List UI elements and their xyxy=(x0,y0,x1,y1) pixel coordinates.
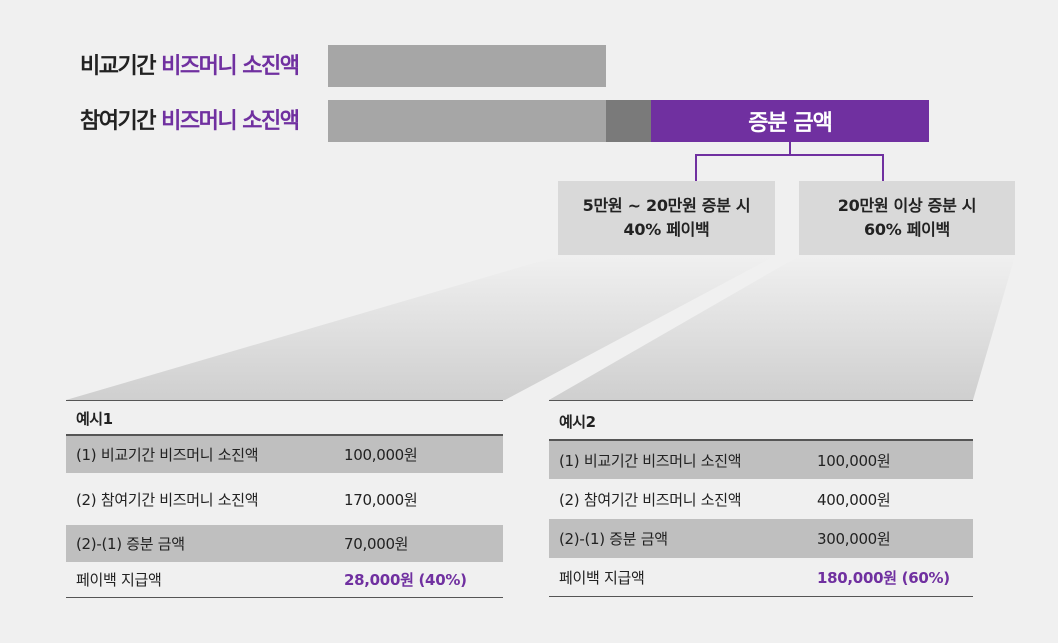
row-label: (2)-(1) 증분 금액 xyxy=(76,535,185,553)
table-row: (2) 참여기간 비즈머니 소진액 170,000원 xyxy=(66,473,503,525)
row-value: 300,000원 xyxy=(817,530,891,548)
fan-example2 xyxy=(549,256,1015,400)
tier-60-rate: 60% 페이백 xyxy=(864,220,950,239)
example1-title: 예시1 xyxy=(66,401,503,436)
participation-label-purple: 비즈머니 소진액 xyxy=(161,109,300,134)
row-label: (1) 비교기간 비즈머니 소진액 xyxy=(76,446,259,464)
row-value: 100,000원 xyxy=(344,446,418,464)
payback-value: 28,000원 (40%) xyxy=(344,571,467,589)
row-label: (1) 비교기간 비즈머니 소진액 xyxy=(559,451,742,470)
example1-table: 예시1 (1) 비교기간 비즈머니 소진액 100,000원 (2) 참여기간 … xyxy=(66,400,503,598)
increase-amount-label: 증분 금액 xyxy=(748,111,833,136)
tier-40-rate: 40% 페이백 xyxy=(623,220,710,239)
comparison-period-label: 비교기간 비즈머니 소진액 xyxy=(80,52,300,82)
comparison-label-purple: 비즈머니 소진액 xyxy=(161,54,300,79)
tier-40-condition: 5만원 ~ 20만원 증분 시 xyxy=(582,196,751,215)
table-row: (2)-(1) 증분 금액 70,000원 xyxy=(66,525,503,562)
participation-label-black: 참여기간 xyxy=(80,109,156,134)
table-row: (2)-(1) 증분 금액 300,000원 xyxy=(549,519,973,558)
row-value: 70,000원 xyxy=(344,535,409,553)
row-label: (2)-(1) 증분 금액 xyxy=(559,530,668,548)
increase-amount-bar: 증분 금액 xyxy=(651,100,929,142)
tier-60-condition: 20만원 이상 증분 시 xyxy=(837,196,977,215)
row-label: (2) 참여기간 비즈머니 소진액 xyxy=(76,490,259,509)
table-row: 페이백 지급액 28,000원 (40%) xyxy=(66,562,503,598)
tier-box-40: 5만원 ~ 20만원 증분 시 40% 페이백 xyxy=(558,181,775,255)
comparison-spend-bar xyxy=(328,45,606,87)
participation-period-label: 참여기간 비즈머니 소진액 xyxy=(80,107,300,137)
comparison-label-black: 비교기간 xyxy=(80,54,156,79)
table-row: (2) 참여기간 비즈머니 소진액 400,000원 xyxy=(549,479,973,519)
row-label: 페이백 지급액 xyxy=(559,568,645,587)
row-label: (2) 참여기간 비즈머니 소진액 xyxy=(559,490,742,509)
row-value: 170,000원 xyxy=(344,490,418,509)
example2-title: 예시2 xyxy=(549,401,973,441)
bracket-stem xyxy=(789,142,791,155)
row-label: 페이백 지급액 xyxy=(76,571,162,589)
table-row: (1) 비교기간 비즈머니 소진액 100,000원 xyxy=(549,441,973,479)
row-value: 100,000원 xyxy=(817,451,891,470)
table-row: (1) 비교기간 비즈머니 소진액 100,000원 xyxy=(66,436,503,473)
bracket-connector xyxy=(695,154,884,182)
participation-threshold-bar xyxy=(606,100,651,142)
participation-base-bar xyxy=(328,100,606,142)
table-row: 페이백 지급액 180,000원 (60%) xyxy=(549,558,973,597)
fan-example1 xyxy=(66,256,775,400)
payback-value: 180,000원 (60%) xyxy=(817,568,950,587)
row-value: 400,000원 xyxy=(817,490,891,509)
tier-box-60: 20만원 이상 증분 시 60% 페이백 xyxy=(799,181,1015,255)
example2-table: 예시2 (1) 비교기간 비즈머니 소진액 100,000원 (2) 참여기간 … xyxy=(549,400,973,597)
